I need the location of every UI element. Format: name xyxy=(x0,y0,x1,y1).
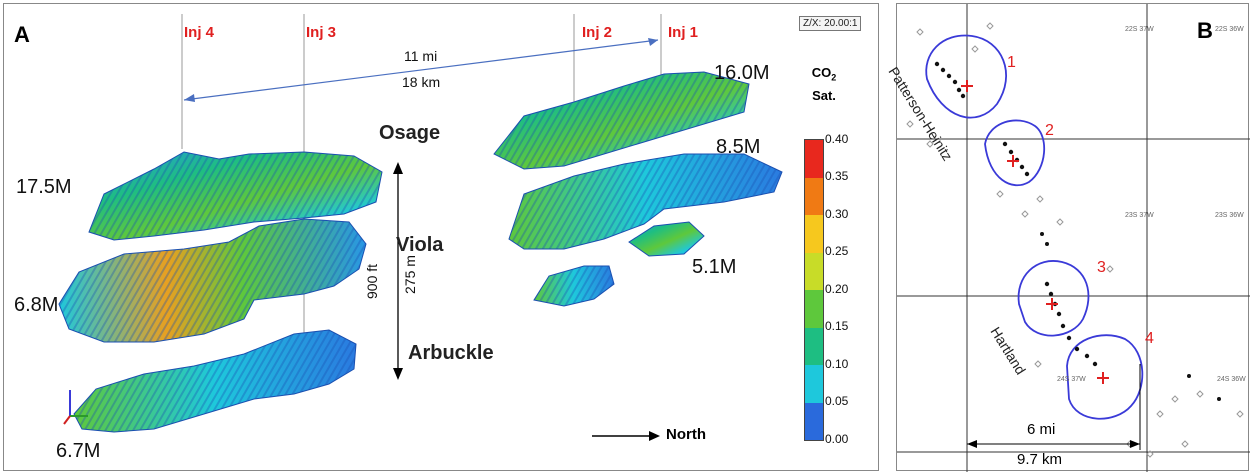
injector-label-3: Inj 3 xyxy=(306,24,337,41)
injector-label-1: Inj 1 xyxy=(668,24,699,41)
volume-left-top: 17.5M xyxy=(16,176,72,198)
formation-viola: Viola xyxy=(396,234,444,256)
grid-label: 24S 36W xyxy=(1217,376,1246,383)
grid-label: 22S 36W xyxy=(1215,26,1244,33)
vertical-exaggeration: Z/X: 20.00:1 xyxy=(799,16,862,31)
north-label: North xyxy=(666,426,706,443)
colorbar-tick: 0.20 xyxy=(825,282,849,296)
distance-miles: 11 mi xyxy=(404,48,438,64)
injector-label-2: Inj 2 xyxy=(582,24,613,41)
well-location-map xyxy=(897,4,1250,472)
formation-osage: Osage xyxy=(379,122,441,144)
thickness-meters: 275 m xyxy=(402,255,418,294)
colorbar-tick: 0.15 xyxy=(825,319,849,333)
well-number-3: 3 xyxy=(1097,259,1106,276)
grid-label: 23S 37W xyxy=(1125,212,1154,219)
grid-label: 23S 36W xyxy=(1215,212,1244,219)
well-number-2: 2 xyxy=(1045,122,1054,139)
thickness-feet: 900 ft xyxy=(364,263,380,299)
volume-right-middle: 8.5M xyxy=(716,136,761,158)
colorbar-tick: 0.00 xyxy=(825,432,849,446)
distance-km: 18 km xyxy=(402,74,441,90)
colorbar-tick: 0.25 xyxy=(825,244,849,258)
colorbar-tick: 0.05 xyxy=(825,394,849,408)
volume-left-bottom: 6.7M xyxy=(56,440,101,462)
volume-left-middle: 6.8M xyxy=(14,294,59,316)
formation-arbuckle: Arbuckle xyxy=(408,342,494,364)
colorbar-tick: 0.35 xyxy=(825,169,849,183)
colorbar-tick: 0.40 xyxy=(825,132,849,146)
well-number-4: 4 xyxy=(1145,330,1154,347)
colorbar-tick: 0.30 xyxy=(825,207,849,221)
colorbar xyxy=(804,139,824,441)
grid-label: 22S 37W xyxy=(1125,26,1154,33)
colorbar-title: CO2 Sat. xyxy=(811,65,837,103)
panel-b: B 1 2 3 4 Patterson-Heinitz Hartland 22S… xyxy=(885,3,1250,472)
scale-km: 9.7 km xyxy=(1017,451,1063,468)
colorbar-tick: 0.10 xyxy=(825,357,849,371)
panel-b-letter: B xyxy=(1197,18,1213,43)
well-number-1: 1 xyxy=(1007,54,1016,71)
reservoir-model-view xyxy=(58,14,783,441)
injector-label-4: Inj 4 xyxy=(184,24,215,41)
scale-miles: 6 mi xyxy=(1027,421,1056,438)
panel-a: A Inj 4 Inj 3 Inj 2 Inj 1 11 mi 18 km 17… xyxy=(3,3,879,471)
panel-a-letter: A xyxy=(14,22,30,47)
volume-right-top: 16.0M xyxy=(714,62,770,84)
volume-right-bottom: 5.1M xyxy=(692,256,737,278)
grid-label: 24S 37W xyxy=(1057,376,1086,383)
